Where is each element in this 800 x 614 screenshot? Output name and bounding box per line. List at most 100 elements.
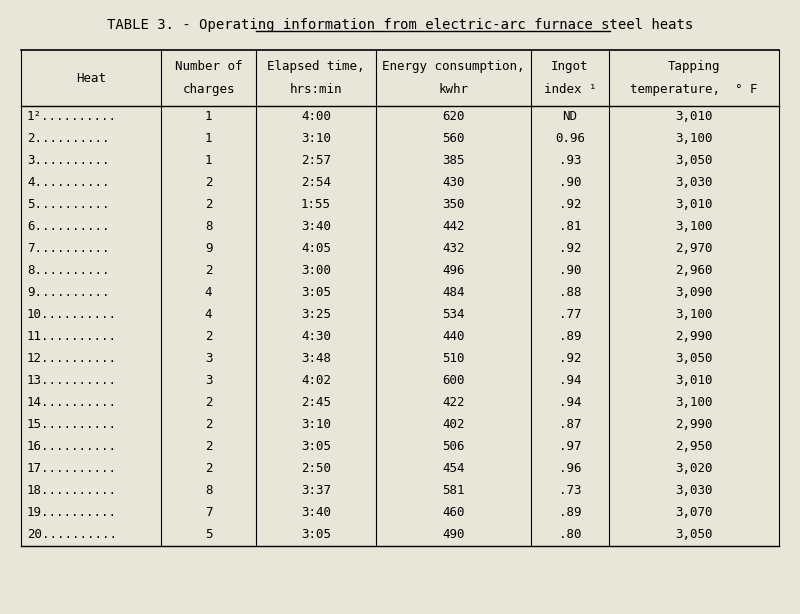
Text: 4: 4 [205, 287, 212, 300]
Text: 3:10: 3:10 [301, 133, 331, 146]
Text: 4: 4 [205, 308, 212, 322]
Text: 3:05: 3:05 [301, 287, 331, 300]
Text: 2:54: 2:54 [301, 176, 331, 190]
Text: 10..........: 10.......... [27, 308, 117, 322]
Text: .94: .94 [558, 397, 582, 410]
Text: 11..........: 11.......... [27, 330, 117, 343]
Text: 2,960: 2,960 [675, 265, 713, 278]
Text: Ingot: Ingot [551, 60, 589, 73]
Text: 12..........: 12.......... [27, 352, 117, 365]
Text: .94: .94 [558, 375, 582, 387]
Text: 5..........: 5.......... [27, 198, 110, 211]
Text: 4:05: 4:05 [301, 243, 331, 255]
Text: temperature,  ° F: temperature, ° F [630, 83, 758, 96]
Text: 8: 8 [205, 484, 212, 497]
Text: 3,030: 3,030 [675, 484, 713, 497]
Text: 1: 1 [205, 155, 212, 168]
Text: ND: ND [562, 111, 578, 123]
Text: 534: 534 [442, 308, 465, 322]
Text: 2: 2 [205, 198, 212, 211]
Text: .90: .90 [558, 176, 582, 190]
Text: Energy consumption,: Energy consumption, [382, 60, 525, 73]
Text: 7: 7 [205, 507, 212, 519]
Text: .92: .92 [558, 198, 582, 211]
Text: 3:40: 3:40 [301, 220, 331, 233]
Text: 3:40: 3:40 [301, 507, 331, 519]
Text: 8..........: 8.......... [27, 265, 110, 278]
Text: 2,990: 2,990 [675, 330, 713, 343]
Text: 6..........: 6.......... [27, 220, 110, 233]
Text: 3,050: 3,050 [675, 155, 713, 168]
Text: 3,010: 3,010 [675, 111, 713, 123]
Text: 3:05: 3:05 [301, 529, 331, 542]
Text: 1: 1 [205, 133, 212, 146]
Text: 0.96: 0.96 [555, 133, 585, 146]
Text: TABLE 3. - Operating information from electric-arc furnace steel heats: TABLE 3. - Operating information from el… [107, 18, 693, 32]
Text: .77: .77 [558, 308, 582, 322]
Text: .90: .90 [558, 265, 582, 278]
Text: 3,100: 3,100 [675, 220, 713, 233]
Text: .80: .80 [558, 529, 582, 542]
Text: 2:57: 2:57 [301, 155, 331, 168]
Text: 3: 3 [205, 375, 212, 387]
Text: 2: 2 [205, 176, 212, 190]
Text: 3..........: 3.......... [27, 155, 110, 168]
Text: 2..........: 2.......... [27, 133, 110, 146]
Text: 17..........: 17.......... [27, 462, 117, 475]
Text: 4:30: 4:30 [301, 330, 331, 343]
Text: 9: 9 [205, 243, 212, 255]
Text: 484: 484 [442, 287, 465, 300]
Text: 14..........: 14.......... [27, 397, 117, 410]
Text: 402: 402 [442, 419, 465, 432]
Text: kwhr: kwhr [438, 83, 469, 96]
Text: 18..........: 18.......... [27, 484, 117, 497]
Text: 3,070: 3,070 [675, 507, 713, 519]
Text: 2: 2 [205, 440, 212, 454]
Text: .89: .89 [558, 507, 582, 519]
Text: 442: 442 [442, 220, 465, 233]
Text: 13..........: 13.......... [27, 375, 117, 387]
Text: 432: 432 [442, 243, 465, 255]
Text: 19..........: 19.......... [27, 507, 117, 519]
Text: 454: 454 [442, 462, 465, 475]
Text: 430: 430 [442, 176, 465, 190]
Text: 3,100: 3,100 [675, 308, 713, 322]
Text: Number of: Number of [174, 60, 242, 73]
Text: 506: 506 [442, 440, 465, 454]
Text: index ¹: index ¹ [544, 83, 596, 96]
Text: Heat: Heat [76, 71, 106, 85]
Text: charges: charges [182, 83, 234, 96]
Text: Elapsed time,: Elapsed time, [267, 60, 365, 73]
Text: .96: .96 [558, 462, 582, 475]
Text: 3,030: 3,030 [675, 176, 713, 190]
Text: .73: .73 [558, 484, 582, 497]
Text: 5: 5 [205, 529, 212, 542]
Text: 20..........: 20.......... [27, 529, 117, 542]
Text: 490: 490 [442, 529, 465, 542]
Text: 3:48: 3:48 [301, 352, 331, 365]
Text: 3,090: 3,090 [675, 287, 713, 300]
Text: 460: 460 [442, 507, 465, 519]
Text: 1²..........: 1².......... [27, 111, 117, 123]
Text: 3,050: 3,050 [675, 352, 713, 365]
Text: hrs:min: hrs:min [290, 83, 342, 96]
Text: 1: 1 [205, 111, 212, 123]
Text: .92: .92 [558, 352, 582, 365]
Text: 7..........: 7.......... [27, 243, 110, 255]
Text: 2: 2 [205, 265, 212, 278]
Text: 560: 560 [442, 133, 465, 146]
Text: 3:25: 3:25 [301, 308, 331, 322]
Text: 16..........: 16.......... [27, 440, 117, 454]
Text: 4:00: 4:00 [301, 111, 331, 123]
Text: 1:55: 1:55 [301, 198, 331, 211]
Text: 2: 2 [205, 397, 212, 410]
Text: 3,010: 3,010 [675, 198, 713, 211]
Text: 2: 2 [205, 419, 212, 432]
Text: 600: 600 [442, 375, 465, 387]
Text: .87: .87 [558, 419, 582, 432]
Text: 3,050: 3,050 [675, 529, 713, 542]
Text: 440: 440 [442, 330, 465, 343]
Text: 581: 581 [442, 484, 465, 497]
Text: 422: 422 [442, 397, 465, 410]
Text: 350: 350 [442, 198, 465, 211]
